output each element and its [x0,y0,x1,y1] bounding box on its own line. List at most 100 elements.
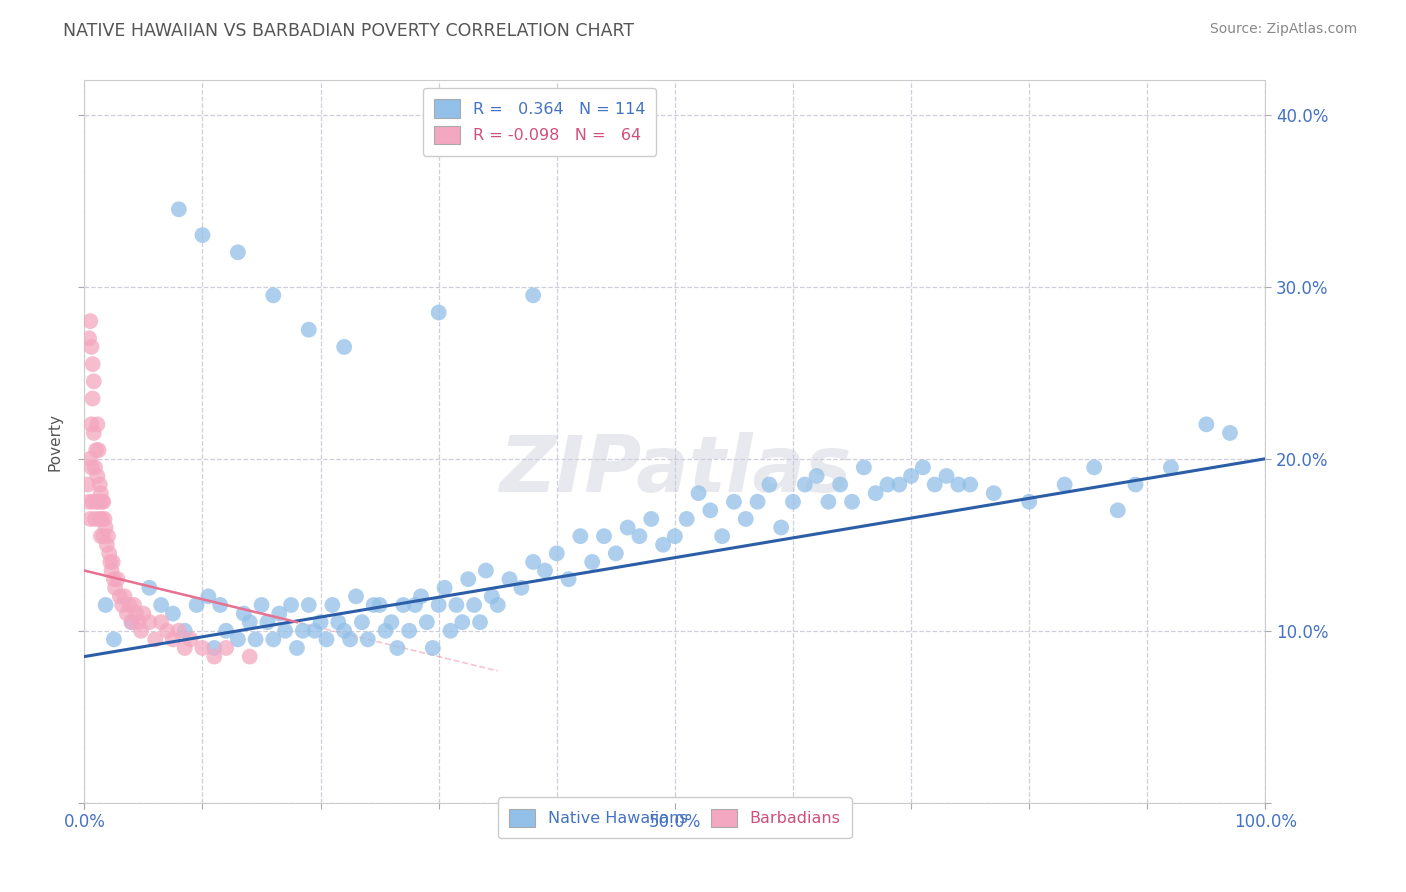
Point [83,375,105,389]
Point [167,202,190,217]
Point [111,598,134,612]
Point [368,598,391,612]
Point [89,512,111,526]
Point [80,460,103,475]
Point [948,477,970,491]
Point [121,615,143,630]
Point [711,529,734,543]
Point [256,615,278,630]
Point [94,598,117,612]
Point [959,477,981,491]
Point [180,632,202,647]
Point [103,632,125,647]
Point [747,494,769,508]
Point [87,443,110,458]
Point [82,357,104,371]
Point [640,512,662,526]
Point [593,529,616,543]
Point [80,417,103,432]
Point [387,640,409,655]
Point [150,598,173,612]
Point [339,632,361,647]
Point [128,615,150,630]
Point [924,477,946,491]
Point [280,598,302,612]
Point [80,340,103,354]
Point [363,598,385,612]
Point [269,607,291,621]
Point [79,451,101,466]
Point [77,477,100,491]
Point [688,486,710,500]
Point [173,640,195,655]
Point [91,529,114,543]
Point [793,477,815,491]
Point [100,564,122,578]
Point [451,615,474,630]
Point [569,529,592,543]
Point [333,340,356,354]
Point [534,564,557,578]
Point [82,494,104,508]
Point [250,598,273,612]
Point [232,607,254,621]
Point [457,572,479,586]
Point [446,598,468,612]
Point [865,486,887,500]
Point [274,624,297,638]
Point [101,555,124,569]
Point [162,632,184,647]
Point [83,425,105,440]
Point [239,649,262,664]
Point [675,512,697,526]
Point [723,494,745,508]
Point [90,486,112,500]
Point [806,469,828,483]
Point [581,555,603,569]
Point [374,624,396,638]
Point [616,520,638,534]
Point [852,460,875,475]
Point [468,615,491,630]
Point [328,615,350,630]
Point [262,288,284,302]
Point [209,598,232,612]
Point [197,590,219,604]
Text: Source: ZipAtlas.com: Source: ZipAtlas.com [1209,22,1357,37]
Point [357,632,380,647]
Point [392,598,415,612]
Point [91,494,114,508]
Point [89,477,111,491]
Point [404,598,426,612]
Point [522,288,544,302]
Point [782,494,804,508]
Point [309,615,332,630]
Point [202,649,225,664]
Point [439,624,461,638]
Point [150,615,173,630]
Point [935,469,957,483]
Point [162,607,184,621]
Point [1083,460,1105,475]
Point [86,417,108,432]
Text: ZIPatlas: ZIPatlas [499,433,851,508]
Point [628,529,651,543]
Point [510,581,533,595]
Point [104,581,127,595]
Point [143,632,166,647]
Text: NATIVE HAWAIIAN VS BARBADIAN POVERTY CORRELATION CHART: NATIVE HAWAIIAN VS BARBADIAN POVERTY COR… [63,22,634,40]
Point [215,624,238,638]
Point [889,477,911,491]
Point [1195,417,1218,432]
Point [90,529,112,543]
Point [77,331,100,345]
Point [291,624,314,638]
Point [298,598,321,612]
Point [486,598,509,612]
Point [79,314,101,328]
Point [498,572,520,586]
Point [245,632,267,647]
Point [911,460,934,475]
Point [522,555,544,569]
Legend: Native Hawaiians, Barbadians: Native Hawaiians, Barbadians [498,797,852,838]
